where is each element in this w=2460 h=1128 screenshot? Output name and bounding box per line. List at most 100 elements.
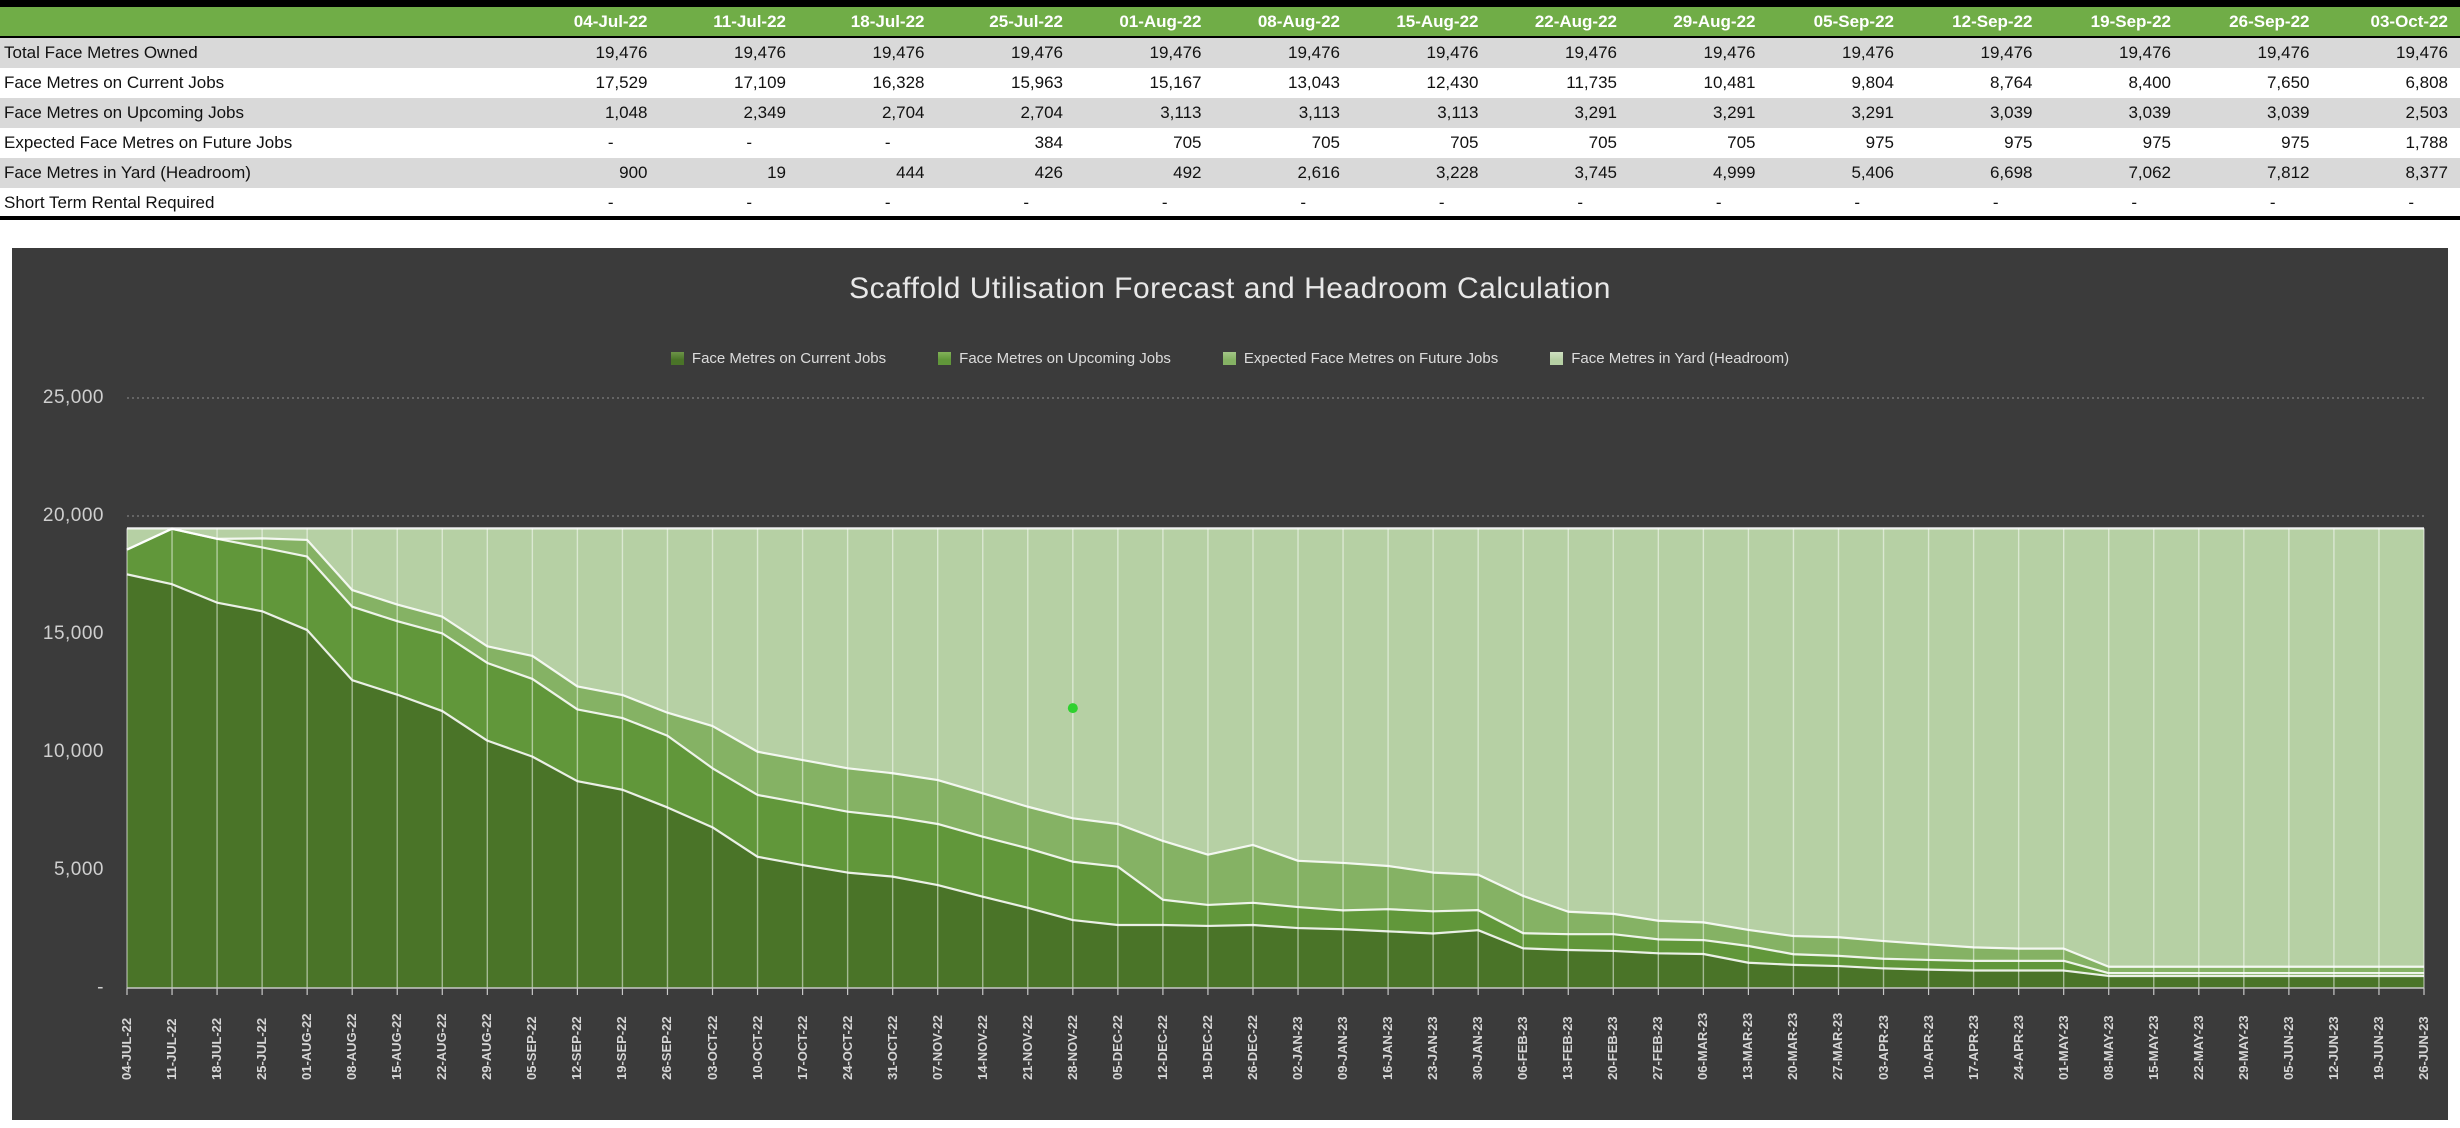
table-cell[interactable]: 3,113 bbox=[1213, 98, 1352, 128]
table-cell[interactable]: 19,476 bbox=[1629, 38, 1768, 68]
table-cell[interactable]: 19,476 bbox=[1213, 38, 1352, 68]
table-cell[interactable]: 19,476 bbox=[798, 38, 937, 68]
legend-item[interactable]: Face Metres on Current Jobs bbox=[670, 350, 886, 367]
table-cell[interactable]: 19 bbox=[659, 158, 798, 188]
date-header-22-Aug-22[interactable]: 22-Aug-22 bbox=[1490, 7, 1629, 38]
date-header-08-Aug-22[interactable]: 08-Aug-22 bbox=[1213, 7, 1352, 38]
table-cell[interactable]: 7,812 bbox=[2183, 158, 2322, 188]
date-header-04-Jul-22[interactable]: 04-Jul-22 bbox=[521, 7, 660, 38]
table-cell[interactable]: 2,503 bbox=[2321, 98, 2460, 128]
date-header-25-Jul-22[interactable]: 25-Jul-22 bbox=[936, 7, 1075, 38]
table-cell[interactable]: - bbox=[659, 128, 798, 158]
table-cell[interactable]: 7,650 bbox=[2183, 68, 2322, 98]
table-cell[interactable]: 17,109 bbox=[659, 68, 798, 98]
table-cell[interactable]: 3,113 bbox=[1352, 98, 1491, 128]
date-header-12-Sep-22[interactable]: 12-Sep-22 bbox=[1906, 7, 2045, 38]
date-header-05-Sep-22[interactable]: 05-Sep-22 bbox=[1767, 7, 1906, 38]
table-cell[interactable]: 8,764 bbox=[1906, 68, 2045, 98]
table-cell[interactable]: - bbox=[2183, 188, 2322, 218]
table-cell[interactable]: 2,616 bbox=[1213, 158, 1352, 188]
table-cell[interactable]: - bbox=[2321, 188, 2460, 218]
table-cell[interactable]: 19,476 bbox=[521, 38, 660, 68]
table-cell[interactable]: 705 bbox=[1352, 128, 1491, 158]
legend-item[interactable]: Face Metres in Yard (Headroom) bbox=[1550, 350, 1789, 367]
date-header-03-Oct-22[interactable]: 03-Oct-22 bbox=[2321, 7, 2460, 38]
row-label[interactable]: Expected Face Metres on Future Jobs bbox=[0, 128, 521, 158]
row-label[interactable]: Total Face Metres Owned bbox=[0, 38, 521, 68]
table-cell[interactable]: - bbox=[659, 188, 798, 218]
table-cell[interactable]: - bbox=[1767, 188, 1906, 218]
table-cell[interactable]: 975 bbox=[2044, 128, 2183, 158]
table-cell[interactable]: - bbox=[521, 188, 660, 218]
legend-item[interactable]: Face Metres on Upcoming Jobs bbox=[938, 350, 1171, 367]
table-cell[interactable]: 15,963 bbox=[936, 68, 1075, 98]
table-cell[interactable]: 3,291 bbox=[1767, 98, 1906, 128]
table-cell[interactable]: 19,476 bbox=[1767, 38, 1906, 68]
row-label[interactable]: Face Metres in Yard (Headroom) bbox=[0, 158, 521, 188]
table-cell[interactable]: 2,704 bbox=[936, 98, 1075, 128]
row-label[interactable]: Short Term Rental Required bbox=[0, 188, 521, 218]
table-cell[interactable]: 3,228 bbox=[1352, 158, 1491, 188]
table-cell[interactable]: 1,048 bbox=[521, 98, 660, 128]
table-cell[interactable]: 3,291 bbox=[1629, 98, 1768, 128]
row-label[interactable]: Face Metres on Current Jobs bbox=[0, 68, 521, 98]
legend-item[interactable]: Expected Face Metres on Future Jobs bbox=[1222, 350, 1498, 367]
table-cell[interactable]: 6,808 bbox=[2321, 68, 2460, 98]
table-cell[interactable]: 900 bbox=[521, 158, 660, 188]
date-header-19-Sep-22[interactable]: 19-Sep-22 bbox=[2044, 7, 2183, 38]
table-cell[interactable]: 1,788 bbox=[2321, 128, 2460, 158]
table-cell[interactable]: 975 bbox=[1767, 128, 1906, 158]
table-cell[interactable]: 384 bbox=[936, 128, 1075, 158]
date-header-01-Aug-22[interactable]: 01-Aug-22 bbox=[1075, 7, 1214, 38]
table-cell[interactable]: 3,039 bbox=[2183, 98, 2322, 128]
table-cell[interactable]: 19,476 bbox=[1906, 38, 2045, 68]
table-cell[interactable]: 444 bbox=[798, 158, 937, 188]
table-cell[interactable]: 19,476 bbox=[1490, 38, 1629, 68]
table-cell[interactable]: - bbox=[2044, 188, 2183, 218]
table-cell[interactable]: 3,745 bbox=[1490, 158, 1629, 188]
table-cell[interactable]: - bbox=[1075, 188, 1214, 218]
table-cell[interactable]: - bbox=[1490, 188, 1629, 218]
table-cell[interactable]: 19,476 bbox=[659, 38, 798, 68]
table-cell[interactable]: 705 bbox=[1075, 128, 1214, 158]
table-cell[interactable]: 17,529 bbox=[521, 68, 660, 98]
table-cell[interactable]: 19,476 bbox=[2321, 38, 2460, 68]
table-cell[interactable]: 426 bbox=[936, 158, 1075, 188]
table-cell[interactable]: 5,406 bbox=[1767, 158, 1906, 188]
date-header-18-Jul-22[interactable]: 18-Jul-22 bbox=[798, 7, 937, 38]
table-cell[interactable]: 19,476 bbox=[2183, 38, 2322, 68]
table-cell[interactable]: - bbox=[1213, 188, 1352, 218]
table-cell[interactable]: 2,349 bbox=[659, 98, 798, 128]
table-cell[interactable]: 10,481 bbox=[1629, 68, 1768, 98]
table-cell[interactable]: - bbox=[798, 188, 937, 218]
table-cell[interactable]: - bbox=[1629, 188, 1768, 218]
table-cell[interactable]: 3,113 bbox=[1075, 98, 1214, 128]
table-cell[interactable]: 8,400 bbox=[2044, 68, 2183, 98]
table-cell[interactable]: 9,804 bbox=[1767, 68, 1906, 98]
table-cell[interactable]: 3,039 bbox=[1906, 98, 2045, 128]
row-label[interactable]: Face Metres on Upcoming Jobs bbox=[0, 98, 521, 128]
table-cell[interactable]: 7,062 bbox=[2044, 158, 2183, 188]
date-header-29-Aug-22[interactable]: 29-Aug-22 bbox=[1629, 7, 1768, 38]
table-cell[interactable]: 19,476 bbox=[2044, 38, 2183, 68]
table-cell[interactable]: 705 bbox=[1490, 128, 1629, 158]
date-header-11-Jul-22[interactable]: 11-Jul-22 bbox=[659, 7, 798, 38]
table-cell[interactable]: 4,999 bbox=[1629, 158, 1768, 188]
table-cell[interactable]: 705 bbox=[1213, 128, 1352, 158]
date-header-26-Sep-22[interactable]: 26-Sep-22 bbox=[2183, 7, 2322, 38]
table-cell[interactable]: - bbox=[521, 128, 660, 158]
table-cell[interactable]: 3,291 bbox=[1490, 98, 1629, 128]
table-cell[interactable]: 975 bbox=[1906, 128, 2045, 158]
table-cell[interactable]: 975 bbox=[2183, 128, 2322, 158]
table-cell[interactable]: 19,476 bbox=[936, 38, 1075, 68]
table-cell[interactable]: 11,735 bbox=[1490, 68, 1629, 98]
table-cell[interactable]: 3,039 bbox=[2044, 98, 2183, 128]
table-cell[interactable]: - bbox=[1906, 188, 2045, 218]
table-cell[interactable]: 19,476 bbox=[1075, 38, 1214, 68]
table-cell[interactable]: 705 bbox=[1629, 128, 1768, 158]
table-cell[interactable]: 15,167 bbox=[1075, 68, 1214, 98]
table-cell[interactable]: 6,698 bbox=[1906, 158, 2045, 188]
table-cell[interactable]: 19,476 bbox=[1352, 38, 1491, 68]
table-cell[interactable]: 12,430 bbox=[1352, 68, 1491, 98]
table-cell[interactable]: 16,328 bbox=[798, 68, 937, 98]
